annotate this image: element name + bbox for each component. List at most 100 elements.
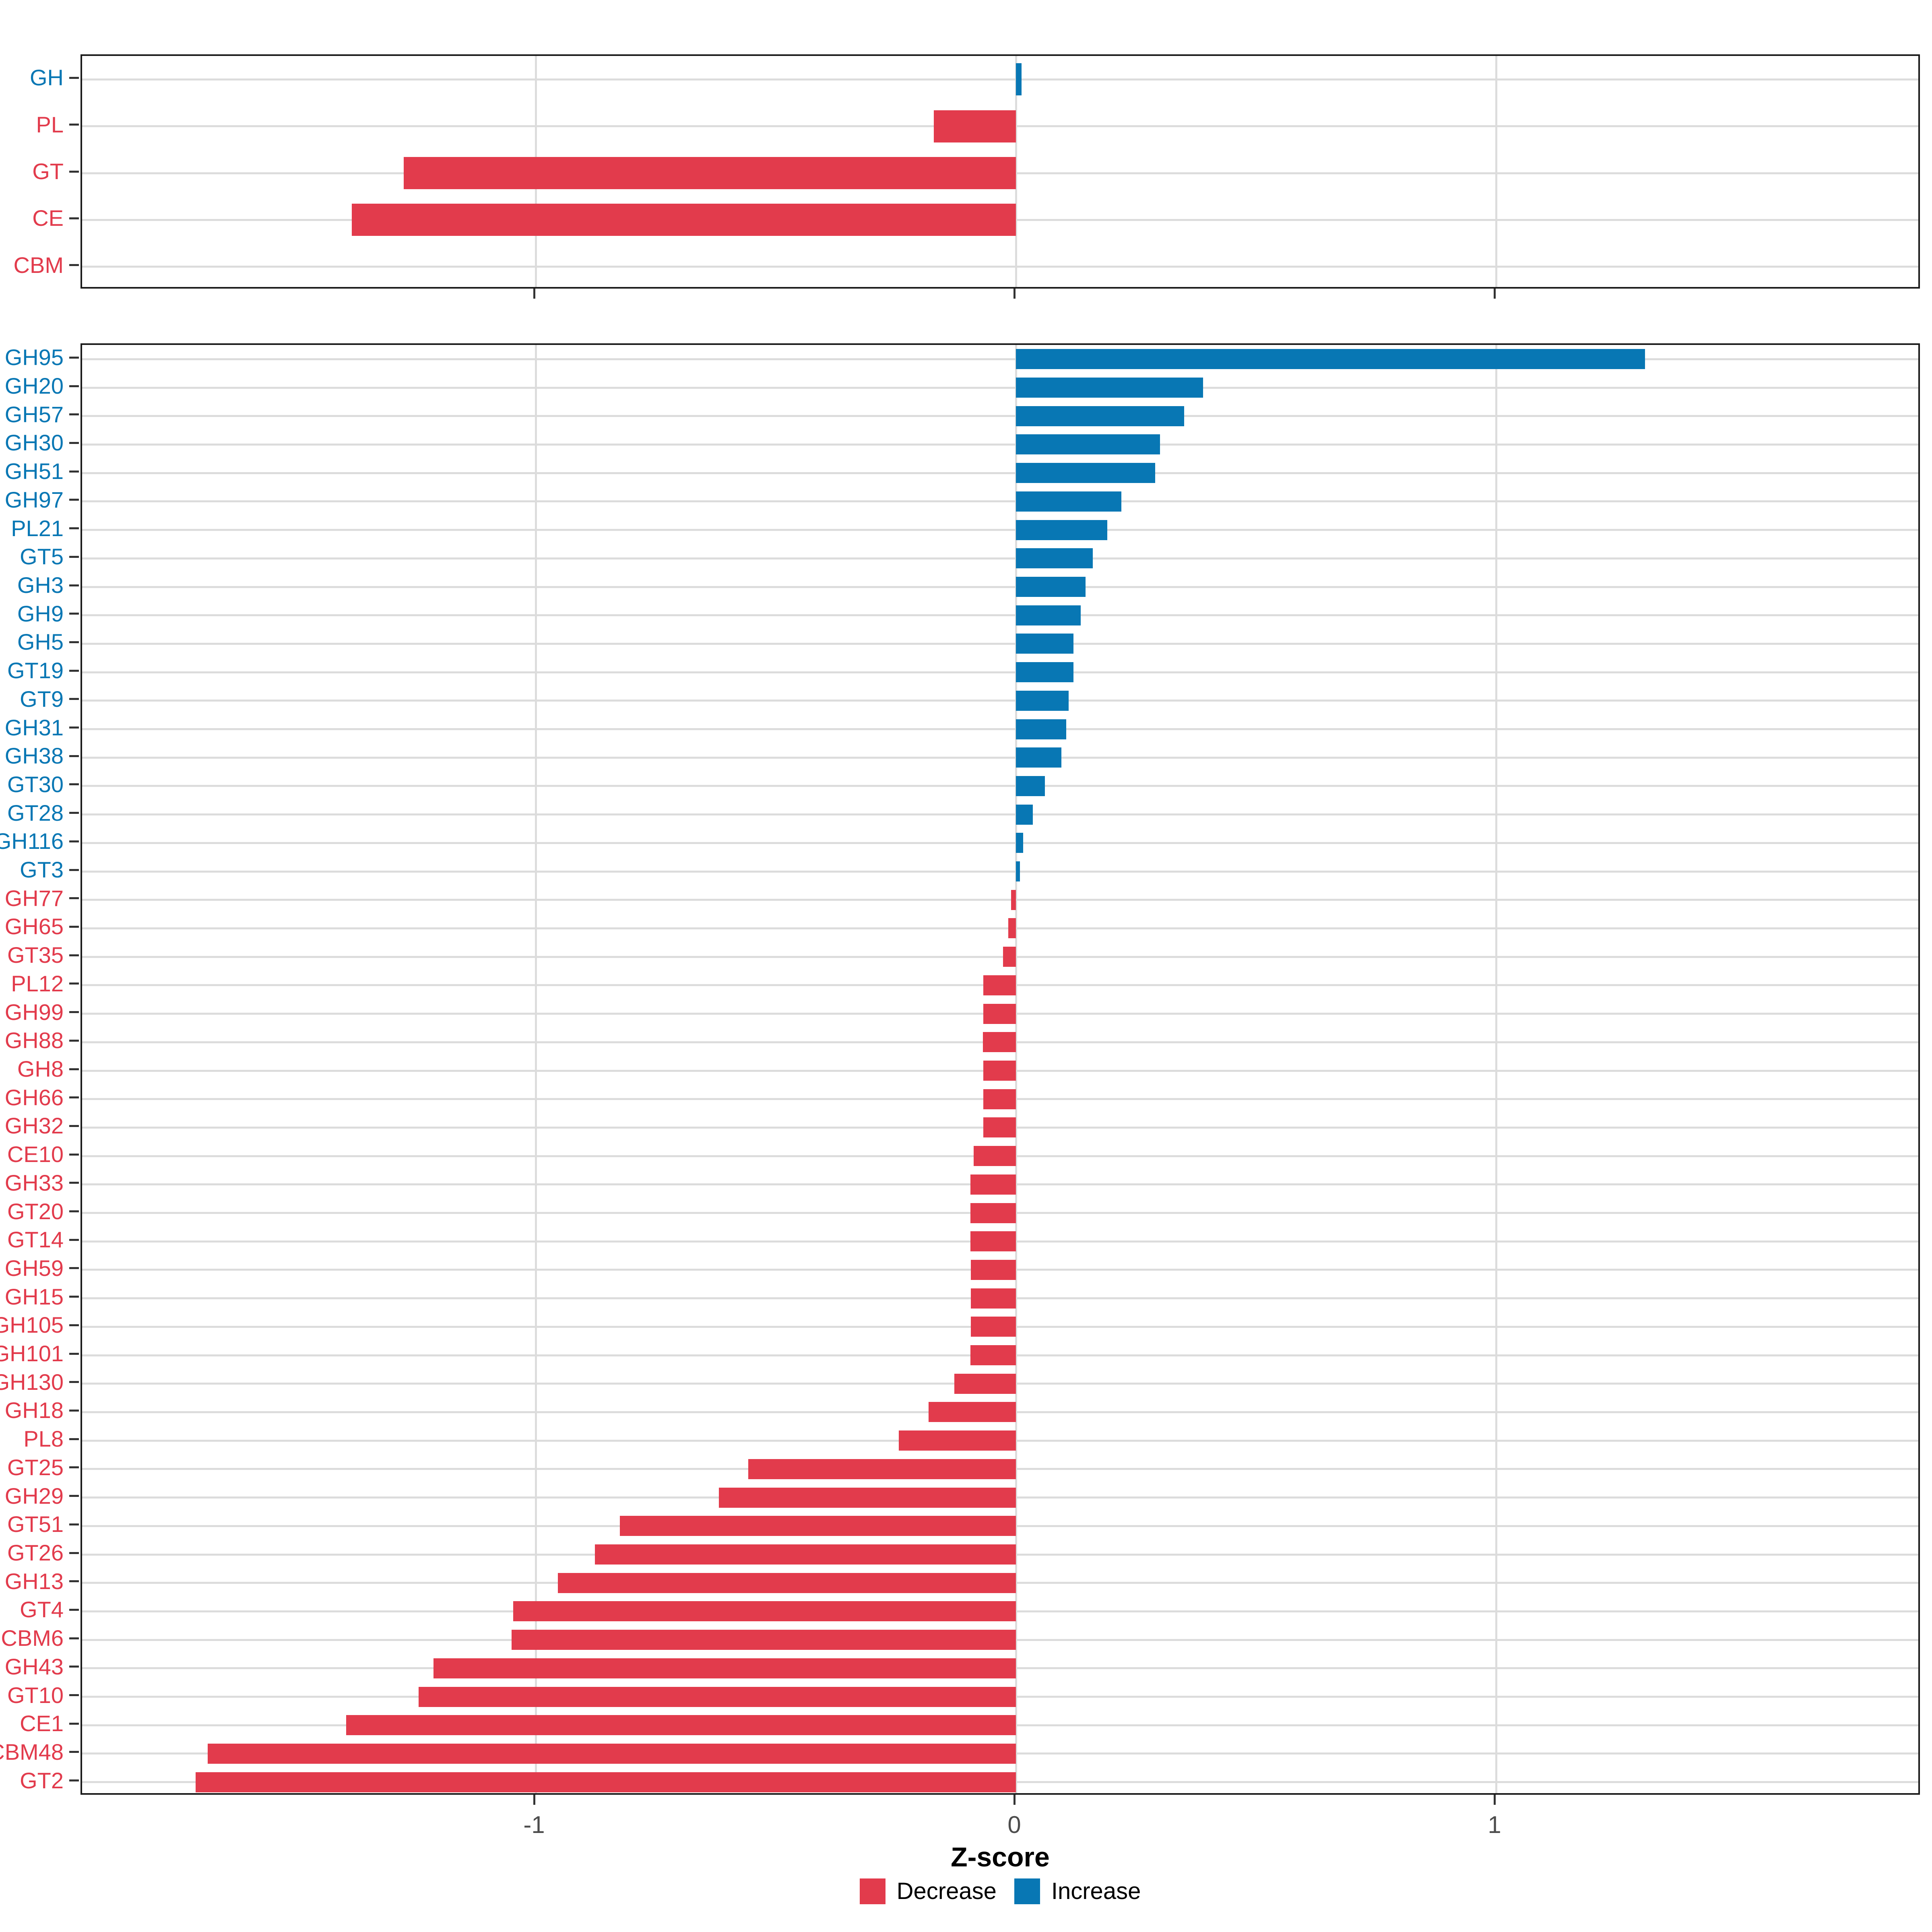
row-gridline — [82, 927, 1918, 929]
bar-CE — [352, 204, 1016, 236]
row-gridline — [82, 813, 1918, 816]
category-label-GT19: GT19 — [7, 658, 64, 683]
bar-GT14 — [970, 1231, 1016, 1252]
category-label-CBM6: CBM6 — [1, 1625, 64, 1651]
category-label-GH5: GH5 — [17, 629, 64, 655]
bar-GH18 — [928, 1402, 1016, 1422]
category-label-GH9: GH9 — [17, 601, 64, 626]
y-tick — [69, 698, 79, 700]
y-tick — [69, 1751, 79, 1753]
bar-GT20 — [970, 1203, 1016, 1223]
bar-GH30 — [1016, 434, 1160, 455]
category-label-GT4: GT4 — [20, 1597, 64, 1622]
bar-GT19 — [1016, 662, 1074, 683]
category-label-GH77: GH77 — [4, 885, 64, 911]
y-tick — [69, 954, 79, 956]
bar-GH105 — [970, 1317, 1016, 1337]
bar-CBM6 — [512, 1630, 1016, 1650]
bar-GT2 — [196, 1772, 1016, 1792]
bar-GT10 — [418, 1686, 1016, 1707]
increase-swatch — [1014, 1878, 1040, 1904]
bar-GT26 — [594, 1544, 1016, 1565]
y-tick — [69, 1324, 79, 1326]
bar-PL12 — [983, 975, 1016, 995]
row-gridline — [82, 358, 1918, 360]
y-tick — [69, 869, 79, 871]
category-label-GT26: GT26 — [7, 1540, 64, 1565]
decrease-swatch — [859, 1878, 886, 1904]
y-tick — [69, 755, 79, 757]
row-gridline — [82, 671, 1918, 673]
category-label-GH43: GH43 — [4, 1653, 64, 1679]
y-tick — [69, 356, 79, 359]
y-tick — [69, 1694, 79, 1697]
y-tick — [69, 527, 79, 530]
y-tick — [69, 1039, 79, 1042]
y-tick — [69, 1637, 79, 1639]
category-label-GH101: GH101 — [0, 1341, 64, 1366]
y-tick — [69, 124, 79, 126]
category-label-GH57: GH57 — [4, 401, 64, 427]
bar-GT51 — [619, 1516, 1016, 1536]
category-label-GH66: GH66 — [4, 1084, 64, 1110]
y-tick — [69, 413, 79, 416]
row-gridline — [82, 529, 1918, 531]
bar-GH33 — [970, 1174, 1016, 1195]
y-tick — [69, 1409, 79, 1412]
x-gridline — [1495, 345, 1497, 1793]
y-tick — [69, 1352, 79, 1355]
bar-GH15 — [970, 1288, 1016, 1309]
legend-label-decrease: Decrease — [896, 1878, 997, 1904]
y-tick — [69, 925, 79, 928]
bar-CBM48 — [208, 1743, 1016, 1764]
y-tick — [69, 1608, 79, 1611]
bar-PL8 — [898, 1430, 1016, 1451]
bar-GH32 — [983, 1117, 1016, 1138]
y-tick — [69, 1438, 79, 1440]
category-label-GH29: GH29 — [4, 1483, 64, 1509]
row-gridline — [82, 78, 1918, 80]
legend: Decrease Increase — [80, 1878, 1920, 1905]
y-tick — [69, 442, 79, 444]
bar-PL21 — [1016, 520, 1107, 540]
bar-GH — [1016, 63, 1022, 96]
row-gridline — [82, 557, 1918, 559]
x-tick — [1013, 1795, 1016, 1805]
row-gridline — [82, 266, 1918, 268]
y-tick — [69, 1153, 79, 1156]
bar-GH9 — [1016, 605, 1081, 625]
y-tick — [69, 1722, 79, 1725]
y-tick — [69, 555, 79, 558]
bar-GT9 — [1016, 690, 1069, 711]
x-axis-title: Z-score — [951, 1842, 1050, 1872]
row-gridline — [82, 386, 1918, 389]
y-tick — [69, 840, 79, 842]
category-label-GH51: GH51 — [4, 458, 64, 484]
bar-GH29 — [718, 1487, 1016, 1508]
category-label-GT2: GT2 — [20, 1767, 64, 1793]
bar-GH130 — [954, 1373, 1016, 1394]
category-label-GT: GT — [32, 159, 64, 184]
x-tick-label--1: -1 — [523, 1811, 545, 1838]
y-tick — [69, 170, 79, 173]
y-tick — [69, 1267, 79, 1269]
category-label-GT3: GT3 — [20, 857, 64, 883]
bar-GH38 — [1016, 747, 1062, 768]
bar-GH97 — [1016, 491, 1122, 512]
x-tick-label-0: 0 — [1007, 1811, 1021, 1838]
legend-label-increase: Increase — [1051, 1878, 1141, 1904]
bar-GT5 — [1016, 548, 1093, 569]
x-gridline — [1015, 56, 1017, 287]
bar-GH43 — [433, 1658, 1016, 1678]
category-label-GH38: GH38 — [4, 743, 64, 769]
bar-GH59 — [970, 1259, 1016, 1280]
bar-GH99 — [983, 1003, 1016, 1024]
x-tick — [533, 289, 535, 299]
bar-GH13 — [557, 1573, 1016, 1593]
y-tick — [69, 264, 79, 266]
bar-GH101 — [970, 1345, 1016, 1366]
category-label-GT14: GT14 — [7, 1227, 64, 1253]
bar-GH51 — [1016, 463, 1155, 483]
bar-GT28 — [1016, 804, 1033, 825]
bar-GH57 — [1016, 406, 1184, 426]
